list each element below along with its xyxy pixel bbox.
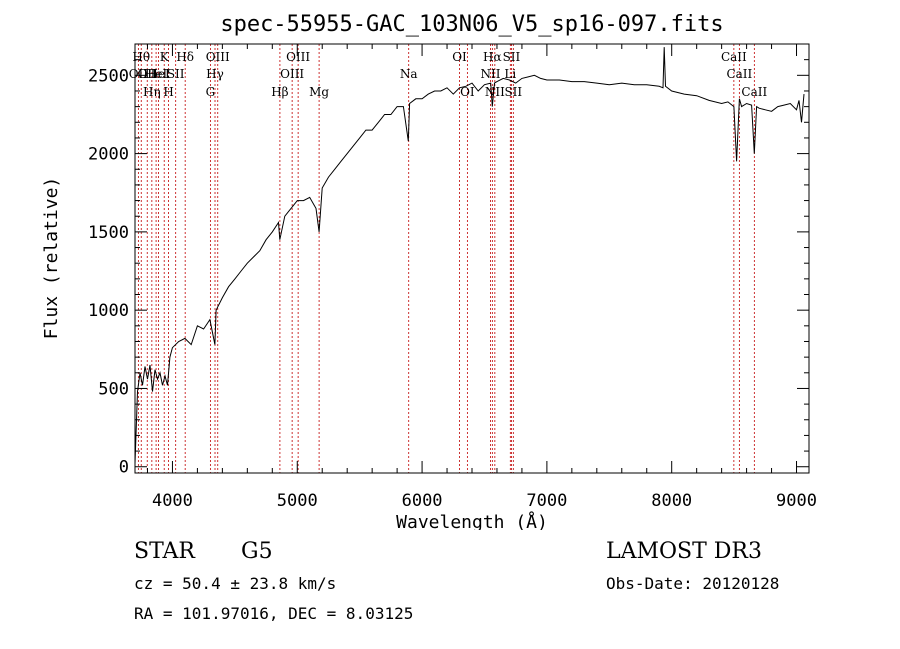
line-label: OI: [452, 50, 467, 64]
spectrum-line: [134, 47, 805, 464]
x-tick-label: 6000: [402, 491, 443, 511]
line-label: NII: [480, 67, 500, 81]
line-label: OIII: [286, 50, 310, 64]
x-tick-label: 9000: [776, 491, 817, 511]
subclass: G5: [241, 539, 273, 564]
line-label: K: [160, 50, 170, 64]
y-tick-label: 1500: [88, 223, 129, 243]
line-label: OII: [138, 67, 158, 81]
line-label: HeI: [147, 67, 170, 81]
line-label: Hα: [483, 50, 502, 64]
y-axis: 0 500 1000 1500 2000 2500: [88, 59, 809, 478]
y-axis-label: Flux (relative): [41, 177, 62, 340]
line-label: OI: [460, 85, 475, 99]
object-class: STAR: [134, 539, 195, 564]
line-label: Na: [400, 67, 418, 81]
line-label: NII: [485, 85, 505, 99]
line-label: OII: [129, 67, 149, 81]
line-label: OIII: [280, 67, 304, 81]
line-label: OIII: [206, 50, 230, 64]
line-label: H: [163, 85, 173, 99]
chart-title: spec-55955-GAC_103N06_V5_sp16-097.fits: [220, 12, 723, 37]
plot-frame: [134, 43, 810, 474]
spectrum-chart: spec-55955-GAC_103N06_V5_sp16-097.fits O…: [41, 12, 817, 530]
line-label: SII: [503, 50, 521, 64]
y-tick-label: 2500: [88, 66, 129, 86]
line-label: Hγ: [206, 67, 224, 81]
line-label: Hθ: [132, 50, 150, 64]
y-tick-label: 0: [119, 458, 129, 478]
line-label: CaII: [721, 50, 747, 64]
velocity-text: cz = 50.4 ± 23.8 km/s: [134, 574, 337, 593]
line-label: Hβ: [271, 85, 288, 99]
y-tick-label: 500: [98, 379, 129, 399]
line-label: Li: [504, 67, 516, 81]
line-label: SII: [167, 67, 185, 81]
line-label: Hδ: [176, 50, 194, 64]
line-labels: OIIHθOIIHηHeIHeIKHSIIHδGHγOIIIHβOIIIOIII…: [129, 50, 768, 99]
x-axis-label: Wavelength (Å): [396, 511, 548, 530]
y-tick-label: 2000: [88, 145, 129, 165]
x-tick-label: 5000: [277, 491, 318, 511]
x-axis: 4000 5000 6000 7000 8000 9000: [146, 44, 817, 511]
coordinates-text: RA = 101.97016, DEC = 8.03125: [134, 604, 414, 623]
obs-date: Obs-Date: 20120128: [606, 574, 780, 593]
line-label: CaII: [726, 67, 752, 81]
y-tick-label: 1000: [88, 301, 129, 321]
line-label: Hη: [143, 85, 161, 99]
line-markers: [137, 44, 755, 473]
line-label: CaII: [741, 85, 767, 99]
x-tick-label: 8000: [651, 491, 692, 511]
survey-name: LAMOST DR3: [606, 539, 762, 564]
x-tick-label: 7000: [526, 491, 567, 511]
line-label: HeI: [145, 67, 168, 81]
line-label: Mg: [309, 85, 329, 99]
x-tick-label: 4000: [152, 491, 193, 511]
line-label: SII: [504, 85, 522, 99]
line-label: G: [206, 85, 216, 99]
